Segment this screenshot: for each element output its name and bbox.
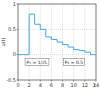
tick-label: 14 bbox=[93, 82, 99, 88]
annotation-box bbox=[63, 59, 84, 66]
grid-line bbox=[18, 54, 96, 55]
tick-label: 0 bbox=[16, 82, 19, 88]
tick-label: 6 bbox=[50, 82, 53, 88]
axis-label: u(t) bbox=[0, 37, 6, 46]
grid-line bbox=[84, 4, 85, 80]
tick-label: 1 bbox=[13, 1, 16, 7]
annotation: P₁ = 1/2L bbox=[27, 60, 48, 65]
frame bbox=[18, 4, 96, 80]
grid-line bbox=[40, 4, 41, 80]
axis-label: t bbox=[94, 82, 96, 88]
annotation-box bbox=[25, 59, 49, 66]
tick-label: 2 bbox=[28, 82, 31, 88]
tick-label: 10 bbox=[71, 82, 77, 88]
grid-line bbox=[18, 29, 96, 30]
series-line bbox=[18, 14, 96, 55]
tick-label: 4 bbox=[39, 82, 42, 88]
tick-label: 8 bbox=[61, 82, 64, 88]
tick-label: 12 bbox=[82, 82, 88, 88]
chart: -0.500.5102468101214u(t)tP₁ = 1/2LP₂ = 0… bbox=[0, 0, 100, 94]
grid-line bbox=[73, 4, 74, 80]
plot-area bbox=[18, 14, 96, 55]
tick-label: -0.5 bbox=[6, 77, 16, 83]
tick-label: 0 bbox=[13, 51, 16, 57]
grid-line bbox=[51, 4, 52, 80]
annotation: P₂ = 0.5 bbox=[65, 60, 83, 65]
tick-label: 0.5 bbox=[8, 26, 16, 32]
